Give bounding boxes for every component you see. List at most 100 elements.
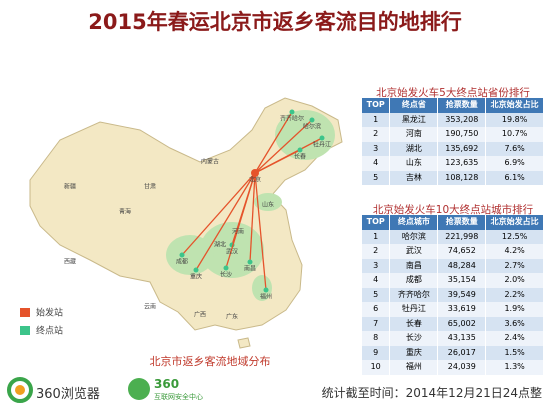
table-cell: 33,619 [438, 302, 487, 317]
stats-note: 统计截至时间：2014年12月21日24点整 [321, 386, 542, 400]
table-cell: 10.7% [486, 127, 544, 142]
map-label: 山东 [262, 201, 274, 209]
table-cell: 6 [362, 302, 391, 317]
map-label: 长春 [294, 153, 306, 161]
header-row: TOP 终点城市 抢票数量 北京始发占比 [362, 215, 544, 230]
flow-arrow [249, 172, 256, 263]
table-cell: 重庆 [390, 345, 439, 360]
table-row: 8 长沙 43,135 2.4% [362, 331, 544, 346]
destination-dot [263, 287, 269, 293]
map-label: 新疆 [64, 183, 76, 191]
table-cell: 3 [362, 258, 391, 273]
map-label: 西藏 [64, 258, 76, 266]
table-cell: 吉林 [390, 170, 439, 185]
destination-dot [179, 252, 185, 258]
map-label: 内蒙古 [201, 158, 219, 166]
table-cell: 4 [362, 156, 391, 171]
table-cell: 5 [362, 287, 391, 302]
map-label: 河南 [232, 228, 244, 236]
table: TOP 终点城市 抢票数量 北京始发占比 1 哈尔滨 221,998 12.5% 2 武汉 74,6… [362, 215, 544, 375]
table-cell: 1 [362, 112, 391, 127]
table-row: 2 河南 190,750 10.7% [362, 127, 544, 142]
table-row: 1 黑龙江 353,208 19.8% [362, 112, 544, 127]
table-row: 5 齐齐哈尔 39,549 2.2% [362, 287, 544, 302]
table-cell: 黑龙江 [390, 112, 439, 127]
map-label: 福州 [260, 293, 272, 301]
table-title: 北京始发火车10大终点站城市排行 [372, 204, 534, 216]
map-label: 武汉 [226, 248, 238, 256]
security-icon [128, 378, 150, 400]
table-cell: 135,692 [438, 141, 487, 156]
map-label: 长沙 [220, 271, 232, 279]
table-cell: 12.5% [486, 229, 544, 244]
table-cell: 123,635 [438, 156, 487, 171]
map-label: 重庆 [190, 273, 202, 281]
table-cell: 2.4% [486, 331, 544, 346]
table-row: 4 成都 35,154 2.0% [362, 273, 544, 288]
header-cell: 抢票数量 [438, 215, 487, 230]
map-label: 南昌 [244, 265, 256, 273]
table-cell: 1 [362, 229, 391, 244]
map-label: 成都 [176, 258, 188, 266]
table-cell: 9 [362, 345, 391, 360]
table-cell: 牡丹江 [390, 302, 439, 317]
table-cell: 4 [362, 273, 391, 288]
header-cell: 终点省 [390, 98, 439, 113]
flow-arrow [181, 172, 256, 256]
table-cell: 6.9% [486, 156, 544, 171]
table: TOP 终点省 抢票数量 北京始发占比 1 黑龙江 353,208 19.8% 2 河南 190,7… [362, 98, 544, 185]
map-label: 广东 [226, 313, 238, 321]
destination-dot [289, 109, 295, 115]
table-cell: 武汉 [390, 244, 439, 259]
destination-dot [223, 265, 229, 271]
flow-arrow [254, 172, 267, 291]
legend-swatch [20, 326, 30, 335]
table-cell: 3.6% [486, 316, 544, 331]
table-cell: 福州 [390, 360, 439, 375]
origin-dot [251, 169, 259, 177]
table-cell: 2.0% [486, 273, 544, 288]
table-cell: 长沙 [390, 331, 439, 346]
table-cell: 5 [362, 170, 391, 185]
table-row: 9 重庆 26,017 1.5% [362, 345, 544, 360]
region-fujian [252, 275, 272, 301]
table-cell: 353,208 [438, 112, 487, 127]
flow-arrows [179, 109, 325, 293]
map-caption: 北京市返乡客流地域分布 [150, 354, 271, 368]
region-shandong [254, 193, 282, 211]
header-cell: TOP [362, 215, 391, 230]
table-cell: 河南 [390, 127, 439, 142]
table-cell: 哈尔滨 [390, 229, 439, 244]
legend-label: 始发站 [36, 307, 63, 319]
table-cell: 8 [362, 331, 391, 346]
table-cell: 湖北 [390, 141, 439, 156]
map-label: 哈尔滨 [303, 123, 321, 131]
table-cell: 2 [362, 244, 391, 259]
browser-name: 360浏览器 [36, 387, 100, 402]
hainan [237, 337, 251, 349]
table-row: 3 湖北 135,692 7.6% [362, 141, 544, 156]
header-row: TOP 终点省 抢票数量 北京始发占比 [362, 98, 544, 113]
table-cell: 2.7% [486, 258, 544, 273]
legend-label: 终点站 [36, 325, 63, 337]
table-cell: 成都 [390, 273, 439, 288]
map-label: 湖北 [214, 241, 226, 249]
region-northeast [275, 110, 335, 160]
table-row: 7 长春 65,002 3.6% [362, 316, 544, 331]
table-row: 1 哈尔滨 221,998 12.5% [362, 229, 544, 244]
table-cell: 齐齐哈尔 [390, 287, 439, 302]
table-cell: 7.6% [486, 141, 544, 156]
header-cell: 北京始发占比 [486, 215, 544, 230]
security-name: 互联网安全中心 [154, 393, 203, 401]
flow-arrow [254, 111, 293, 174]
table-cell: 4.2% [486, 244, 544, 259]
table-row: 6 牡丹江 33,619 1.9% [362, 302, 544, 317]
flow-arrow [225, 172, 256, 269]
destination-dot [193, 267, 199, 273]
table-cell: 1.9% [486, 302, 544, 317]
map-label: 云南 [144, 303, 156, 311]
table-cell: 26,017 [438, 345, 487, 360]
flow-arrow [254, 149, 301, 174]
table-cell: 1.5% [486, 345, 544, 360]
